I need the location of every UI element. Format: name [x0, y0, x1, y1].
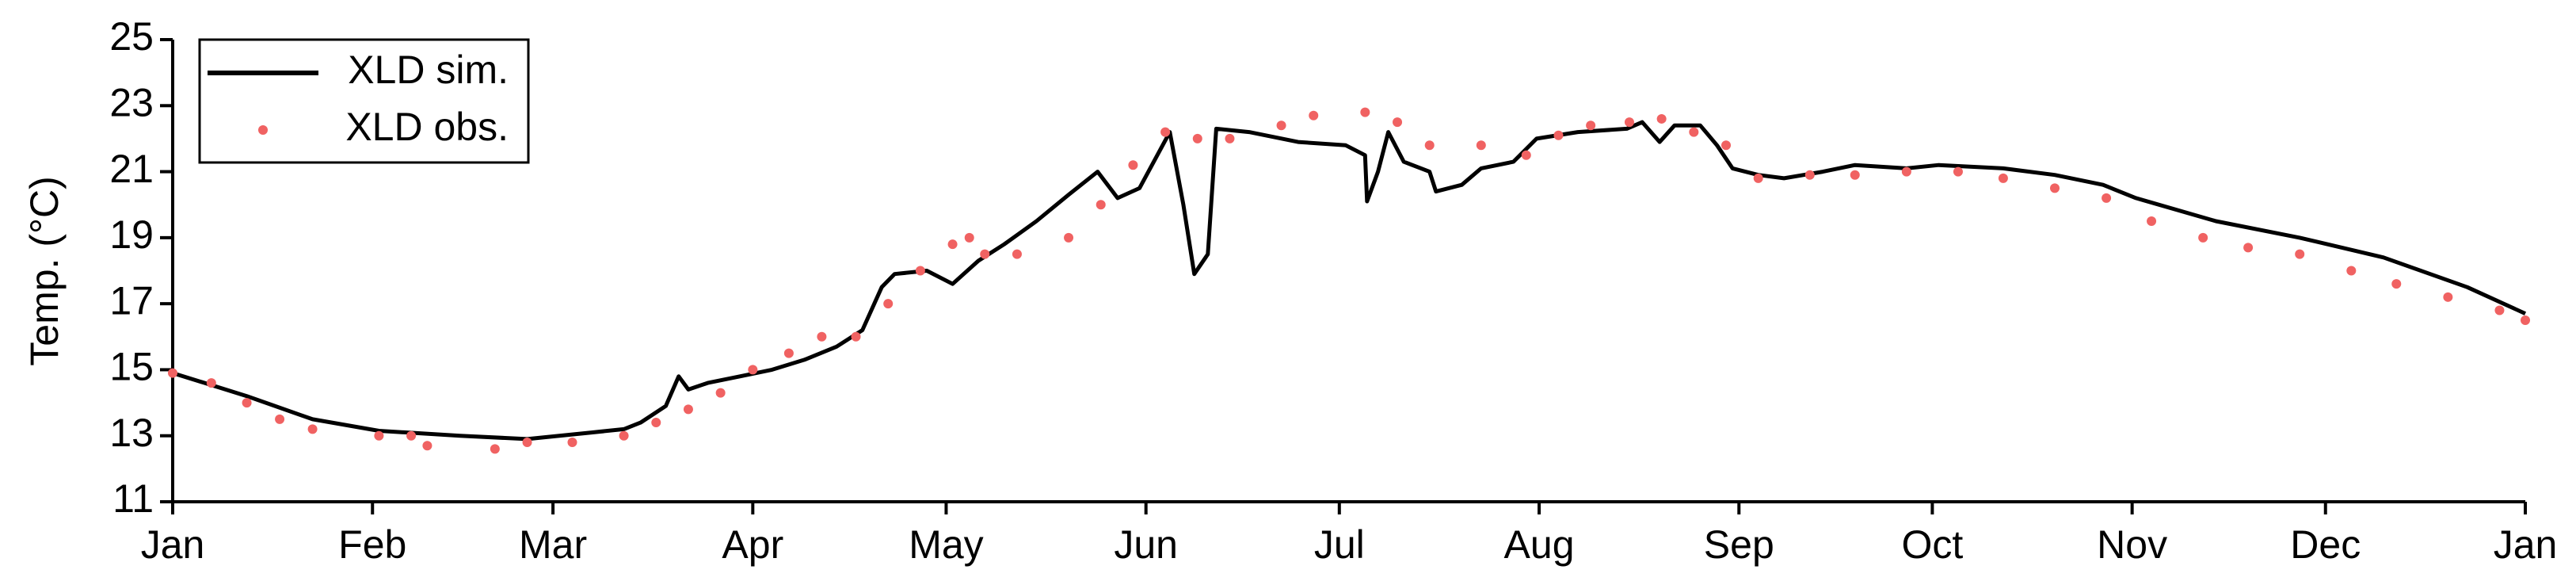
obs-point — [1901, 166, 1911, 177]
obs-point — [2050, 183, 2060, 193]
x-tick-label: Jun — [1114, 522, 1178, 567]
y-tick-label: 23 — [109, 80, 154, 124]
obs-point — [1804, 170, 1815, 180]
obs-point — [1424, 140, 1435, 151]
obs-point — [1586, 120, 1596, 131]
obs-point — [1656, 113, 1667, 124]
x-tick-label: May — [909, 522, 983, 567]
obs-point — [2295, 249, 2305, 259]
obs-point — [683, 404, 693, 415]
legend-swatch — [258, 125, 268, 135]
obs-point — [964, 232, 974, 243]
obs-point — [715, 388, 726, 398]
legend-box — [198, 38, 530, 164]
obs-point — [1689, 127, 1699, 137]
x-tick-label: Sep — [1704, 522, 1774, 567]
x-tick-label: Apr — [722, 522, 783, 567]
x-tick-label: Dec — [2290, 522, 2361, 567]
obs-point — [242, 398, 252, 408]
obs-point — [1192, 133, 1202, 143]
obs-point — [851, 331, 861, 342]
legend-label: XLD obs. — [345, 105, 509, 149]
y-tick-label: 25 — [109, 14, 154, 59]
obs-point — [206, 378, 216, 388]
obs-point — [1012, 249, 1022, 259]
y-tick-label: 13 — [109, 411, 154, 455]
x-tick-label: Oct — [1901, 522, 1963, 567]
obs-point — [883, 299, 894, 309]
obs-point — [915, 266, 925, 276]
x-tick-label: Aug — [1504, 522, 1575, 567]
x-tick-label: Jul — [1314, 522, 1365, 567]
obs-point — [2346, 266, 2357, 276]
obs-point — [422, 441, 433, 451]
obs-point — [1521, 150, 1531, 160]
obs-point — [1128, 160, 1138, 170]
obs-point — [1553, 130, 1564, 140]
obs-point — [1998, 173, 2008, 183]
obs-point — [1160, 127, 1171, 137]
sim-line — [172, 120, 2527, 442]
legend-label: XLD sim. — [348, 48, 509, 92]
obs-point — [2443, 292, 2453, 302]
obs-point — [2243, 243, 2254, 253]
x-tick-label: Jan — [2494, 522, 2558, 567]
obs-point — [374, 430, 384, 441]
x-tick-label: Mar — [519, 522, 587, 567]
obs-point — [567, 438, 577, 448]
obs-point — [1276, 120, 1286, 131]
y-tick-label: 15 — [109, 345, 154, 389]
obs-point — [1096, 200, 1106, 210]
obs-point — [947, 239, 958, 250]
obs-point — [1850, 170, 1860, 180]
obs-point — [783, 348, 794, 358]
y-tick-label: 11 — [112, 476, 154, 521]
obs-point — [1360, 107, 1370, 117]
obs-point — [522, 438, 532, 448]
y-tick-label: 21 — [109, 147, 154, 191]
obs-point — [2102, 193, 2112, 203]
y-tick-label: 19 — [109, 212, 154, 257]
obs-point — [1753, 173, 1763, 183]
obs-point — [748, 365, 758, 375]
obs-point — [817, 331, 827, 342]
obs-point — [2521, 315, 2530, 325]
obs-point — [168, 368, 177, 378]
obs-point — [1476, 140, 1486, 151]
obs-point — [2391, 279, 2402, 289]
obs-point — [1393, 117, 1403, 128]
obs-point — [980, 249, 990, 259]
obs-point — [1624, 117, 1634, 128]
obs-point — [1721, 140, 1732, 151]
obs-point — [275, 414, 285, 424]
obs-point — [406, 430, 417, 441]
obs-point — [1225, 133, 1235, 143]
obs-point — [619, 430, 629, 441]
x-tick-label: Jan — [141, 522, 205, 567]
obs-point — [307, 424, 318, 434]
obs-point — [2198, 232, 2208, 243]
obs-point — [490, 444, 500, 454]
obs-point — [651, 418, 661, 428]
obs-point — [1064, 232, 1074, 243]
y-axis-label: Temp. (°C) — [22, 176, 67, 365]
obs-point — [2494, 305, 2505, 315]
obs-point — [1953, 166, 1963, 177]
obs-point — [1309, 110, 1319, 120]
x-tick-label: Nov — [2097, 522, 2167, 567]
obs-point — [2147, 216, 2157, 227]
x-tick-label: Feb — [338, 522, 406, 567]
y-tick-label: 17 — [109, 278, 154, 323]
